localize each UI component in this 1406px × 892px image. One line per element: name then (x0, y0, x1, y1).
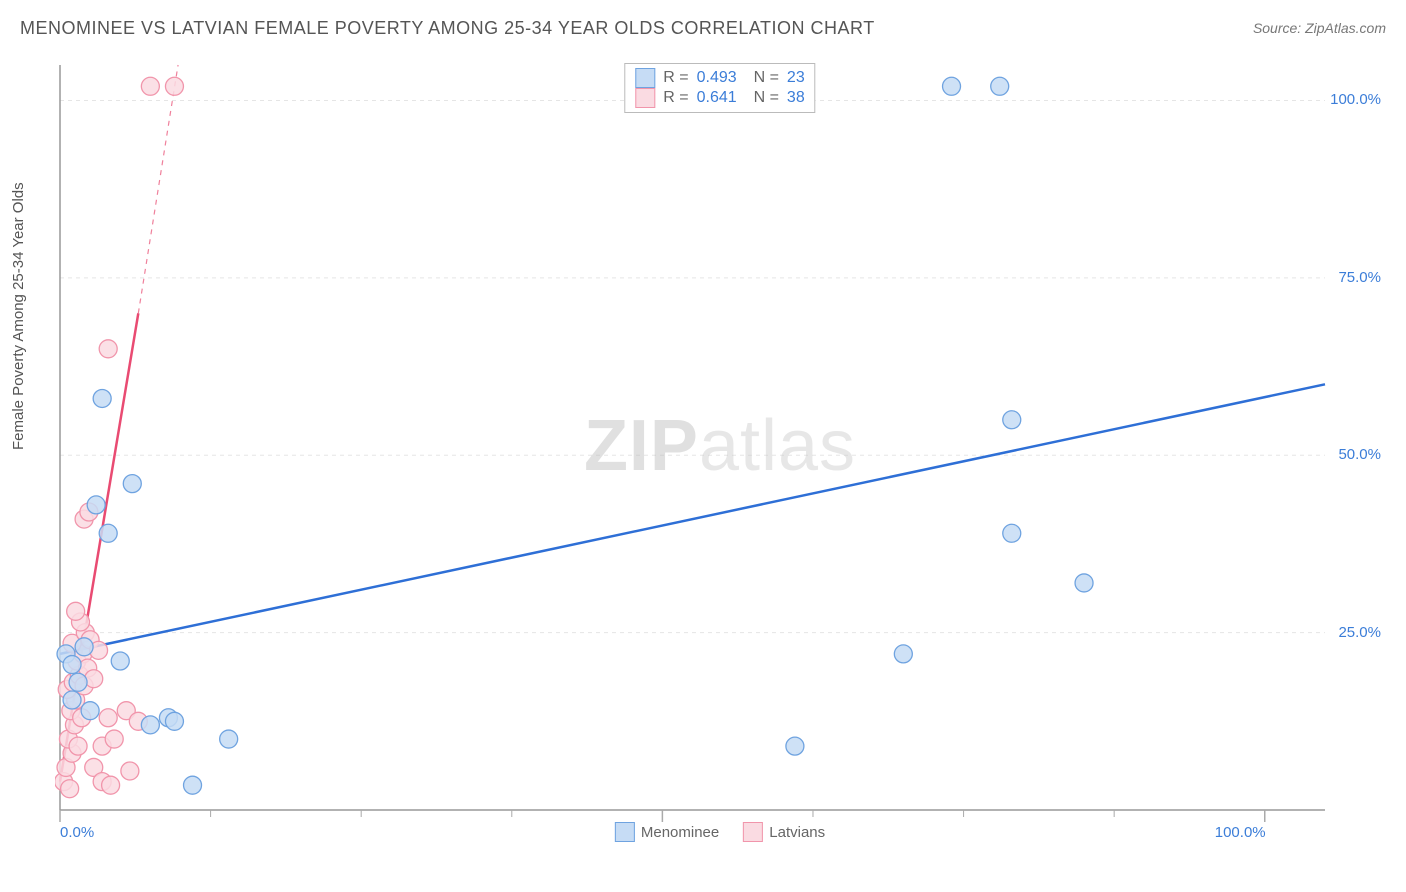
chart-title: MENOMINEE VS LATVIAN FEMALE POVERTY AMON… (20, 18, 875, 39)
chart-svg (55, 60, 1385, 840)
legend-item-menominee: Menominee (615, 822, 719, 842)
legend-item-latvians: Latvians (743, 822, 825, 842)
scatter-plot: ZIPatlas R = 0.493 N = 23 R = 0.641 N = … (55, 60, 1385, 840)
series-legend: Menominee Latvians (615, 822, 825, 842)
swatch-menominee (635, 68, 655, 88)
swatch-latvians (635, 88, 655, 108)
swatch-icon (743, 822, 763, 842)
swatch-icon (615, 822, 635, 842)
y-axis-label: Female Poverty Among 25-34 Year Olds (10, 182, 27, 450)
legend-row-menominee: R = 0.493 N = 23 (635, 68, 804, 88)
correlation-legend: R = 0.493 N = 23 R = 0.641 N = 38 (624, 63, 815, 113)
legend-row-latvians: R = 0.641 N = 38 (635, 88, 804, 108)
source-label: Source: ZipAtlas.com (1253, 20, 1386, 36)
